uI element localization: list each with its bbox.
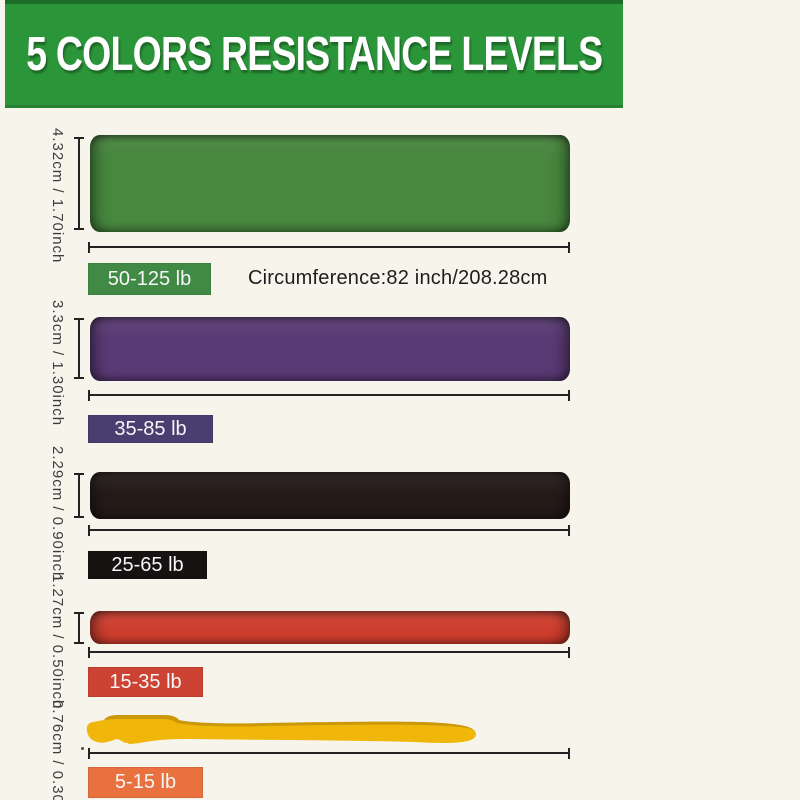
header-banner: 5 COLORS RESISTANCE LEVELS [5, 0, 623, 108]
dimension-tick [74, 228, 84, 230]
purple-band [90, 317, 570, 381]
dimension-tick [74, 137, 84, 139]
width-dimension-line-purple [88, 390, 570, 401]
dimension-tick [81, 747, 84, 750]
page-title: 5 COLORS RESISTANCE LEVELS [25, 27, 603, 81]
resistance-chip-label: 25-65 lb [111, 553, 184, 576]
dimension-tick [74, 473, 84, 475]
dimension-tick [88, 390, 90, 401]
dimension-tick [88, 748, 90, 759]
dimension-tick [568, 748, 570, 759]
resistance-chip-purple: 35-85 lb [88, 415, 213, 443]
dimension-tick [74, 377, 84, 379]
thickness-label-yellow: 0.76cm / 0.30inch [49, 700, 66, 800]
width-dimension-line-green [88, 242, 570, 253]
height-dimension-line-green [74, 137, 84, 230]
height-dimension-line-purple [74, 318, 84, 379]
resistance-chip-label: 15-35 lb [109, 670, 182, 693]
width-dimension-line-black [88, 525, 570, 536]
yellow-band-notch [112, 739, 129, 747]
circumference-note: Circumference:82 inch/208.28cm [248, 267, 548, 289]
width-dimension-line-red [88, 647, 570, 658]
width-dimension-line-yellow [88, 748, 570, 759]
dimension-tick [568, 647, 570, 658]
yellow-band [86, 715, 476, 747]
thickness-label-purple: 3.3cm / 1.30inch [49, 300, 66, 427]
thickness-label-black: 2.29cm / 0.90inch [49, 446, 66, 582]
resistance-chip-black: 25-65 lb [88, 551, 207, 579]
resistance-chip-green: 50-125 lb [88, 263, 211, 295]
dimension-tick [74, 642, 84, 644]
green-band [90, 135, 570, 232]
thickness-label-red: 1.27cm / 0.50inch [49, 574, 66, 710]
yellow-band-top-shading [104, 715, 474, 730]
height-dimension-line-red [74, 612, 84, 644]
dimension-tick [568, 525, 570, 536]
yellow-band-shape [86, 715, 476, 744]
black-band [90, 472, 570, 519]
resistance-chip-label: 50-125 lb [107, 267, 192, 290]
dimension-tick [568, 242, 570, 253]
red-band [90, 611, 570, 644]
thickness-label-green: 4.32cm / 1.70inch [49, 128, 66, 264]
resistance-chip-red: 15-35 lb [88, 667, 203, 697]
resistance-chip-orange: 5-15 lb [88, 767, 203, 798]
resistance-chip-label: 5-15 lb [114, 771, 177, 793]
dimension-tick [74, 612, 84, 614]
dimension-tick [74, 318, 84, 320]
dimension-tick [88, 647, 90, 658]
height-dimension-line-black [74, 473, 84, 518]
dimension-tick [568, 390, 570, 401]
resistance-chip-label: 35-85 lb [114, 417, 187, 440]
dimension-tick [74, 516, 84, 518]
dimension-tick [88, 242, 90, 253]
dimension-tick [88, 525, 90, 536]
